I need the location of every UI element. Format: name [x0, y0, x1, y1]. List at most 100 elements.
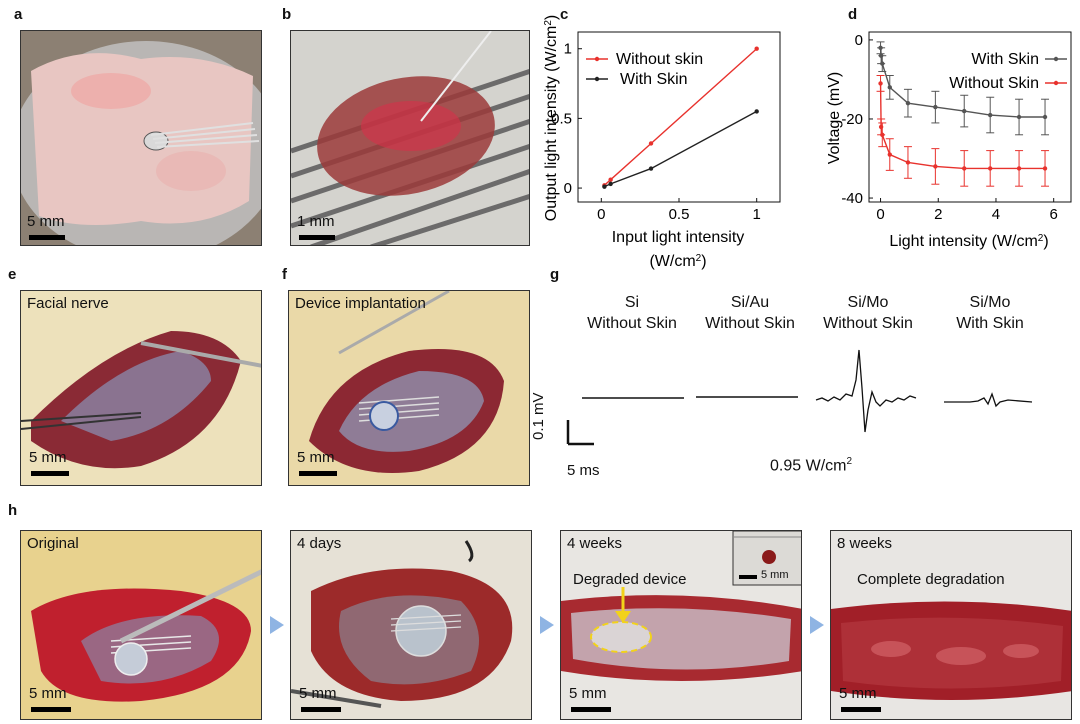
chart-c: 0 0.5 1 0 0.5 1 Without skin With Skin Input lig…	[543, 15, 781, 271]
scale-text-b: 1 mm	[297, 213, 335, 230]
series-line-0	[603, 48, 758, 186]
data-point	[608, 177, 613, 182]
data-point	[933, 164, 938, 169]
series-line-1	[879, 83, 1046, 170]
legend-label: Without Skin	[949, 75, 1039, 92]
scale-text-h1: 5 mm	[29, 685, 67, 702]
photo-a-skin-sample: 5 mm	[20, 30, 262, 246]
g-col2-line1: Si/Au	[730, 294, 770, 311]
photo-e-image	[21, 291, 261, 485]
data-point	[962, 166, 967, 171]
chart-d: 0 2 4 6 0 -20 -40 With Skin Without Skin Light in…	[826, 31, 1072, 251]
x-tick-label: 2	[934, 206, 942, 223]
annotation-complete-degradation: Complete degradation	[857, 571, 1005, 588]
data-point	[1042, 114, 1048, 120]
data-point	[648, 166, 654, 171]
y-axis-label: Voltage (mV)	[826, 72, 843, 164]
scale-bar-b	[299, 235, 335, 240]
data-point	[648, 141, 654, 146]
g-col4-line2: With Skin	[956, 315, 1024, 332]
data-point	[754, 46, 759, 51]
y-tick-label: -20	[841, 111, 863, 128]
degraded-device-marker	[590, 621, 652, 653]
arrow-right-icon	[540, 616, 554, 634]
panel-label-e: e	[8, 266, 17, 283]
y-tick-label: 0	[564, 180, 572, 197]
scale-text-h3: 5 mm	[569, 685, 607, 702]
g-column-head-2: Si/Au Without Skin	[690, 292, 810, 334]
caption-h-8-weeks: 8 weeks	[837, 535, 893, 552]
panel-label-b: b	[282, 6, 292, 23]
g-scale-text-time: 5 ms	[567, 462, 600, 479]
legend-label: Without skin	[616, 51, 703, 68]
scale-text-h2: 5 mm	[299, 685, 337, 702]
data-point	[887, 85, 892, 90]
photo-f-image	[289, 291, 529, 485]
photo-h2-image	[291, 531, 531, 719]
scale-bar-h1	[31, 707, 71, 712]
scale-text-e: 5 mm	[29, 449, 67, 466]
photo-h-4-weeks: 4 weeks Degraded device 5 mm 5 mm	[560, 530, 802, 720]
caption-f: Device implantation	[295, 295, 426, 312]
x-axis-unit: (W/cm2)	[649, 253, 706, 271]
caption-h-4-weeks: 4 weeks	[567, 535, 623, 552]
panel-label-h: h	[8, 502, 18, 519]
panel-label-c: c	[560, 6, 569, 23]
scale-bar-h2	[301, 707, 341, 712]
scale-bar-f	[299, 471, 337, 476]
g-intensity-sup: 2	[846, 456, 853, 467]
data-point	[608, 181, 613, 187]
data-point	[1042, 166, 1048, 171]
data-point	[962, 108, 967, 114]
panel-label-a: a	[14, 6, 23, 23]
data-point	[905, 160, 911, 165]
series-line-0	[879, 47, 1046, 118]
legend-marker	[1053, 56, 1059, 62]
scale-text-a: 5 mm	[27, 213, 65, 230]
photo-h1-image	[21, 531, 261, 719]
g-column-head-1: Si Without Skin	[572, 292, 692, 334]
data-point	[880, 61, 885, 66]
photo-b-image	[291, 31, 529, 245]
x-tick-label: 1	[753, 206, 761, 223]
photo-h-8-weeks: 8 weeks Complete degradation 5 mm	[830, 530, 1072, 720]
x-axis-label: Light intensity (W/cm2)	[889, 233, 1048, 251]
g-trace-si-mo-skin	[944, 392, 1033, 408]
inset-scale-text: 5 mm	[761, 569, 789, 581]
data-point	[887, 152, 892, 157]
y-tick-label: 0	[855, 32, 863, 49]
legend-marker	[1053, 80, 1059, 86]
g-column-head-4: Si/Mo With Skin	[930, 292, 1050, 334]
scale-text-f: 5 mm	[297, 449, 335, 466]
x-axis-label: Input light intensity	[612, 229, 745, 246]
g-col4-line1: Si/Mo	[969, 294, 1011, 311]
y-tick-label: -40	[841, 190, 863, 207]
data-point	[754, 109, 759, 114]
photo-h4-image	[831, 531, 1071, 719]
g-scale-text-voltage: 0.1 mV	[530, 392, 547, 440]
data-point	[1016, 166, 1022, 171]
photo-h-original: Original 5 mm	[20, 530, 262, 720]
panel-label-g: g	[550, 266, 560, 283]
photo-b-device-closeup: 1 mm	[290, 30, 530, 246]
series-line-1	[604, 110, 758, 188]
data-point	[602, 184, 607, 189]
g-traces	[566, 349, 1033, 446]
scale-bar-h4	[841, 707, 881, 712]
photo-f-device-implantation: Device implantation 5 mm	[288, 290, 530, 486]
g-col1-line2: Without Skin	[587, 315, 677, 332]
x-tick-label: 6	[1050, 206, 1058, 223]
scale-bar-a	[29, 235, 65, 240]
plot-frame	[868, 31, 1072, 203]
data-point	[880, 132, 885, 137]
legend-marker	[594, 56, 600, 62]
x-tick-label: 0	[876, 206, 884, 223]
g-col3-line1: Si/Mo	[847, 294, 889, 311]
y-axis-label: Output light intensity (W/cm2)	[543, 15, 561, 222]
photo-h-4-days: 4 days 5 mm	[290, 530, 532, 720]
y-tick-label: 1	[564, 41, 572, 58]
data-point	[988, 166, 993, 171]
photo-e-facial-nerve: Facial nerve 5 mm	[20, 290, 262, 486]
photo-h3-image	[561, 531, 801, 719]
scale-text-h4: 5 mm	[839, 685, 877, 702]
